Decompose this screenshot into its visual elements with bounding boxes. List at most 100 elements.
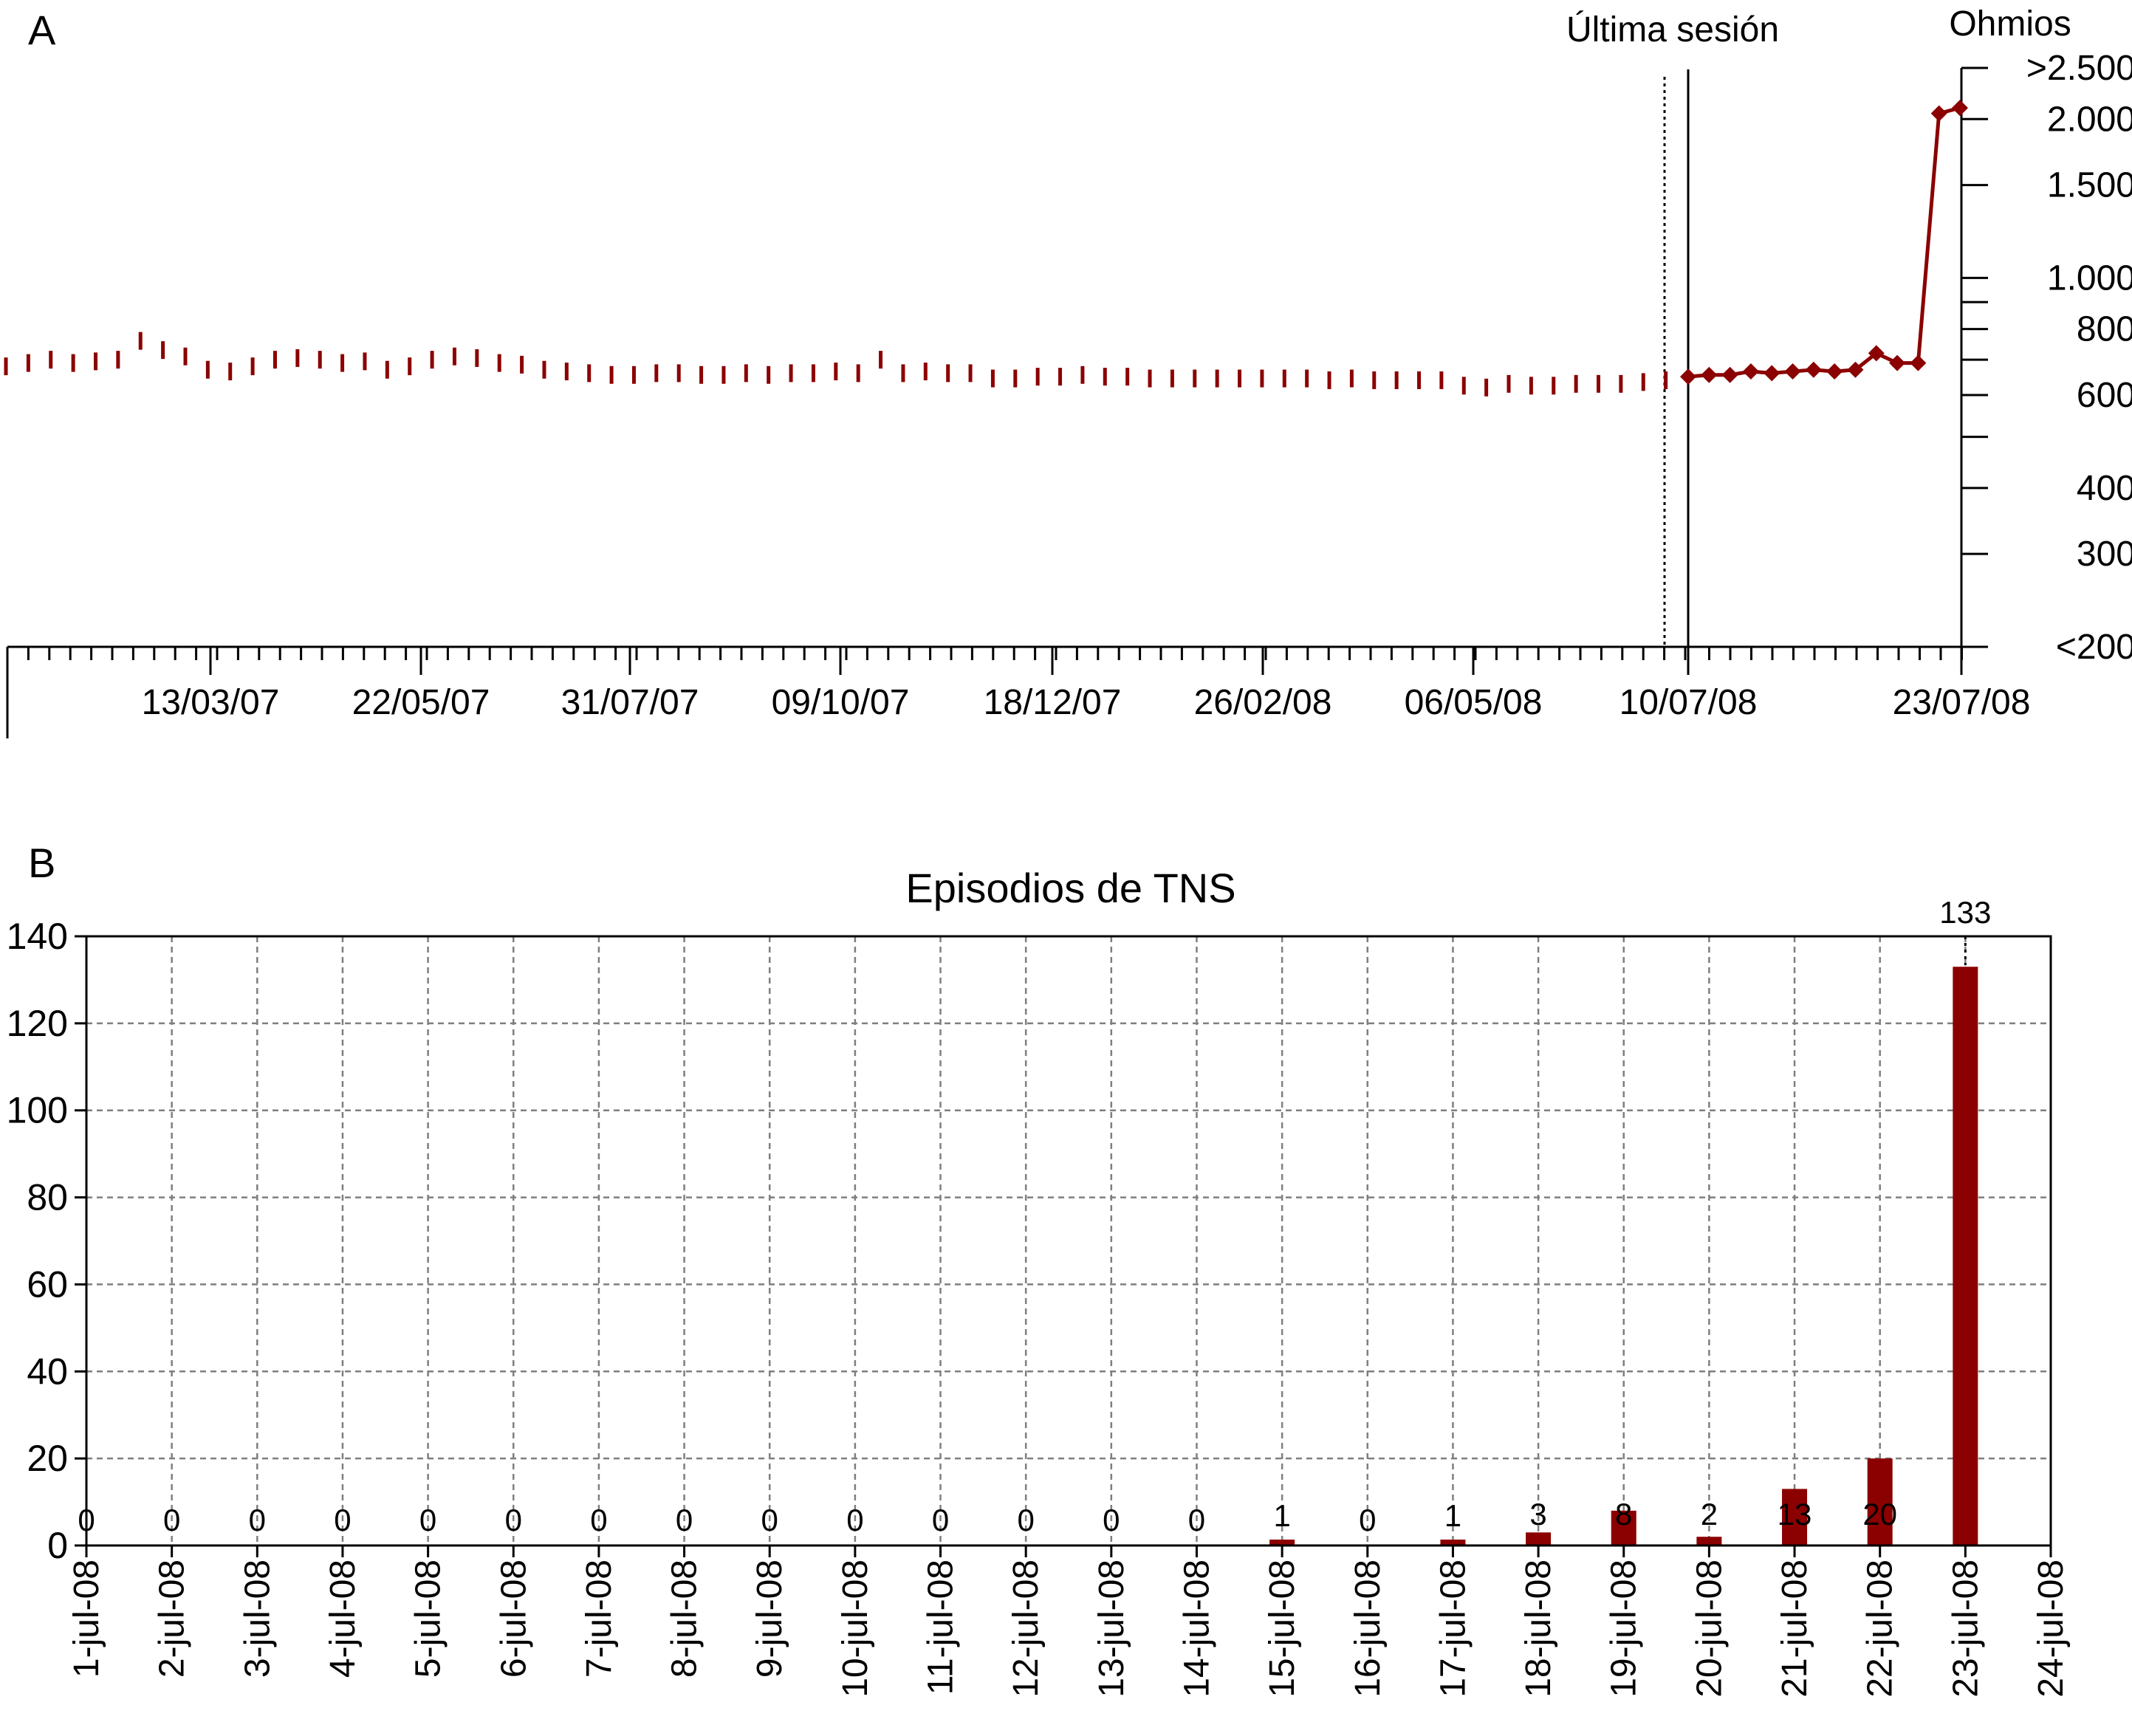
daily-point — [1680, 368, 1696, 385]
bar — [1867, 1458, 1893, 1545]
data-label: 0 — [761, 1503, 778, 1537]
x-tick-label: 06/05/08 — [1405, 683, 1543, 722]
x-tick-label: 8-jul-08 — [665, 1560, 705, 1678]
data-label: 8 — [1615, 1497, 1632, 1531]
panel-a-x-ticks: 13/03/07 22/05/07 31/07/07 09/10/07 18/12/07… — [6, 647, 2030, 722]
daily-point — [1784, 363, 1801, 380]
x-tick-label: 31/07/07 — [561, 683, 699, 722]
panel-a-label: A — [28, 7, 56, 53]
daily-point — [1910, 354, 1927, 371]
data-label: 0 — [1103, 1503, 1120, 1537]
y-tick-label: 1.000 — [2047, 258, 2132, 298]
x-tick-label: 10-jul-08 — [836, 1560, 875, 1698]
daily-point — [1701, 366, 1718, 383]
data-label: 0 — [846, 1503, 863, 1537]
daily-point — [1952, 100, 1968, 117]
x-tick-label: 15-jul-08 — [1263, 1560, 1302, 1698]
x-tick-label: 19-jul-08 — [1605, 1560, 1644, 1698]
x-tick-label: 12-jul-08 — [1007, 1560, 1046, 1698]
chart-title: Episodios de TNS — [905, 865, 1235, 911]
y-tick-label: 120 — [7, 1003, 68, 1044]
daily-point — [1826, 363, 1843, 380]
bar — [1782, 1489, 1808, 1545]
panel-a-series — [4, 100, 1968, 397]
daily-point — [1930, 105, 1947, 122]
data-label: 2 — [1701, 1497, 1718, 1531]
x-tick-label: 3-jul-08 — [238, 1560, 277, 1678]
y-tick-label: 300 — [2077, 535, 2132, 574]
bar — [1526, 1532, 1552, 1545]
panel-b-x-ticks: 1-jul-08 2-jul-08 3-jul-08 4-jul-08 5-jul-08… — [67, 1545, 2071, 1698]
daily-point — [1847, 361, 1864, 378]
y-tick-label: 60 — [27, 1263, 68, 1305]
x-tick-label: 7-jul-08 — [580, 1560, 619, 1678]
daily-point — [1721, 366, 1738, 383]
x-tick-label: 18-jul-08 — [1519, 1560, 1558, 1698]
panel-b-y-ticks: 0 20 40 60 80 100 120 140 — [7, 916, 86, 1566]
daily-point — [1805, 361, 1822, 378]
x-tick-label: 23-jul-08 — [1946, 1560, 1985, 1698]
data-label: 0 — [249, 1503, 266, 1537]
y-tick-label: 2.000 — [2047, 100, 2132, 139]
y-tick-label: <200 — [2056, 628, 2132, 667]
x-tick-label: 22/05/07 — [352, 683, 490, 722]
data-label: 0 — [334, 1503, 351, 1537]
data-label: 0 — [1359, 1503, 1376, 1537]
data-label: 0 — [1017, 1503, 1034, 1537]
x-tick-label: 4-jul-08 — [323, 1560, 363, 1678]
bar — [1953, 967, 1978, 1545]
bar — [1611, 1510, 1636, 1545]
data-label: 1 — [1273, 1498, 1290, 1533]
panel-b-bars — [1269, 967, 1978, 1545]
data-label: 133 — [1939, 895, 1991, 930]
panel-a-impedance-chart: A Ohmios Última sesión >2.500 2.000 1.500 1… — [4, 4, 2132, 738]
data-label: 0 — [505, 1503, 522, 1537]
y-tick-label: 140 — [7, 916, 68, 957]
daily-point — [1763, 365, 1780, 382]
x-tick-label: 21-jul-08 — [1775, 1560, 1814, 1698]
bar — [1269, 1540, 1295, 1545]
y-tick-label: 80 — [27, 1177, 68, 1218]
x-tick-label: 09/10/07 — [772, 683, 910, 722]
y-tick-label: 100 — [7, 1090, 68, 1131]
y-tick-label: 400 — [2077, 469, 2132, 508]
x-tick-label: 1-jul-08 — [67, 1560, 106, 1678]
x-tick-label: 9-jul-08 — [750, 1560, 789, 1678]
data-label: 0 — [590, 1503, 607, 1537]
data-label: 0 — [1188, 1503, 1205, 1537]
x-tick-label: 20-jul-08 — [1690, 1560, 1729, 1698]
x-tick-label: 13/03/07 — [142, 683, 280, 722]
data-label: 13 — [1778, 1497, 1812, 1531]
y-tick-label: 1.500 — [2047, 166, 2132, 205]
x-tick-label: 17-jul-08 — [1433, 1560, 1473, 1698]
x-tick-label: 6-jul-08 — [494, 1560, 533, 1678]
data-label: 0 — [419, 1503, 436, 1537]
panel-a-axes — [6, 68, 1963, 738]
x-tick-label: 2-jul-08 — [153, 1560, 192, 1678]
x-tick-label: 5-jul-08 — [409, 1560, 448, 1678]
y-tick-label: 20 — [27, 1438, 68, 1479]
last-session-annotation: Última sesión — [1566, 10, 1779, 49]
data-label: 0 — [932, 1503, 949, 1537]
daily-point — [1868, 345, 1885, 362]
x-tick-label: 11-jul-08 — [922, 1560, 961, 1695]
y-tick-label: >2.500 — [2026, 49, 2132, 88]
bar — [1440, 1540, 1466, 1545]
data-label: 3 — [1529, 1497, 1546, 1531]
x-tick-label: 14-jul-08 — [1177, 1560, 1216, 1698]
bar — [1696, 1537, 1722, 1545]
data-label: 0 — [163, 1503, 180, 1537]
panel-b-label: B — [28, 840, 55, 886]
daily-point — [1889, 354, 1906, 371]
x-tick-label: 24-jul-08 — [2032, 1560, 2071, 1698]
panel-b-plot-frame — [85, 935, 2052, 1547]
panel-b-grid — [86, 936, 2051, 1545]
y-tick-label: 800 — [2077, 310, 2132, 349]
x-tick-label: 10/07/08 — [1619, 683, 1758, 722]
data-label: 20 — [1862, 1497, 1897, 1531]
x-tick-label: 22-jul-08 — [1861, 1560, 1900, 1698]
daily-point — [1742, 363, 1759, 380]
